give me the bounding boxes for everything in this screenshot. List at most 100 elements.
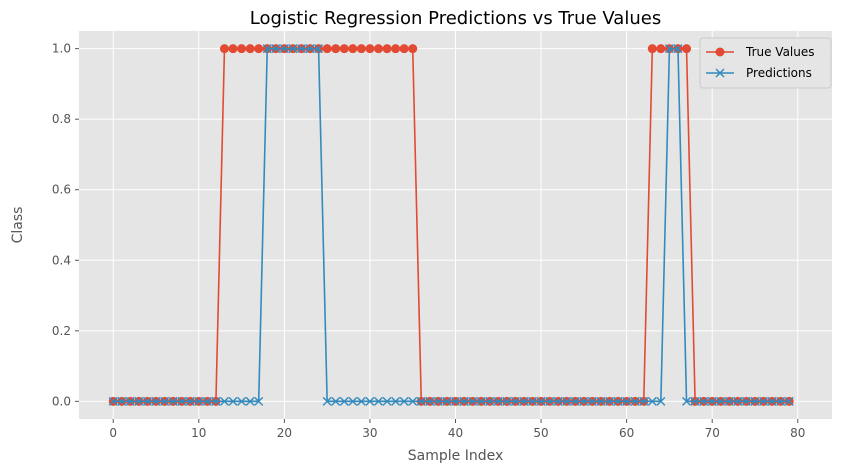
data-point xyxy=(707,396,717,406)
data-point xyxy=(331,44,341,54)
data-point xyxy=(373,44,383,54)
data-point xyxy=(759,396,769,406)
data-point xyxy=(322,44,332,54)
data-point xyxy=(228,44,238,54)
data-point xyxy=(553,396,563,406)
data-point xyxy=(356,396,366,406)
data-point xyxy=(459,396,469,406)
data-point xyxy=(716,396,726,406)
data-point xyxy=(288,44,298,54)
legend-pred-marker xyxy=(715,68,725,78)
data-point xyxy=(493,396,503,406)
data-point xyxy=(750,396,760,406)
data-point xyxy=(682,44,692,54)
data-point xyxy=(391,44,401,54)
data-point xyxy=(433,396,443,406)
data-point xyxy=(305,44,315,54)
data-point xyxy=(776,396,786,406)
data-point xyxy=(151,396,161,406)
y-tick-label: 0.2 xyxy=(52,324,71,338)
data-point xyxy=(382,396,392,406)
data-point xyxy=(237,396,247,406)
data-point xyxy=(373,396,383,406)
data-point xyxy=(237,44,247,54)
data-point xyxy=(125,396,135,406)
data-point xyxy=(605,396,615,406)
data-point xyxy=(211,396,221,406)
data-point xyxy=(587,396,597,406)
data-point xyxy=(485,396,495,406)
data-point xyxy=(647,44,657,54)
series-layer xyxy=(108,44,794,406)
data-point xyxy=(134,396,144,406)
x-tick-label: 70 xyxy=(705,426,720,440)
data-point xyxy=(579,396,589,406)
x-tick-label: 20 xyxy=(277,426,292,440)
data-point xyxy=(536,396,546,406)
data-point xyxy=(699,396,709,406)
x-axis-title: Sample Index xyxy=(408,448,503,464)
data-point xyxy=(784,396,794,406)
data-point xyxy=(245,396,255,406)
data-point xyxy=(322,396,332,406)
data-point xyxy=(408,44,418,54)
y-tick-label: 0.4 xyxy=(52,253,71,267)
data-point xyxy=(399,396,409,406)
x-tick-label: 40 xyxy=(448,426,463,440)
data-point xyxy=(185,396,195,406)
x-tick-label: 10 xyxy=(191,426,206,440)
data-point xyxy=(468,396,478,406)
data-point xyxy=(177,396,187,406)
data-point xyxy=(168,396,178,406)
data-point xyxy=(673,44,683,54)
data-point xyxy=(630,396,640,406)
x-tick-label: 60 xyxy=(619,426,634,440)
data-point xyxy=(741,396,751,406)
y-tick-label: 0.6 xyxy=(52,183,71,197)
data-point xyxy=(314,44,324,54)
data-point xyxy=(733,396,743,406)
y-tick-label: 0.0 xyxy=(52,394,71,408)
y-axis-title: Class xyxy=(10,207,26,244)
ticks: 0 10 20 30 40 50 60 70 80 0.0 0.2 0.4 0.6 0.8 1.0 xyxy=(52,42,806,440)
data-point xyxy=(117,396,127,406)
y-tick-label: 1.0 xyxy=(52,42,71,56)
data-point xyxy=(682,396,692,406)
data-point xyxy=(528,396,538,406)
data-point xyxy=(245,44,255,54)
series-line xyxy=(113,47,790,403)
data-point xyxy=(339,396,349,406)
data-point xyxy=(622,396,632,406)
data-point xyxy=(391,396,401,406)
data-point xyxy=(510,396,520,406)
data-point xyxy=(219,396,229,406)
x-tick-label: 0 xyxy=(109,426,117,440)
x-tick-label: 50 xyxy=(533,426,548,440)
data-point xyxy=(656,44,666,54)
data-point xyxy=(690,396,700,406)
data-point xyxy=(194,396,204,406)
x-tick-label: 30 xyxy=(362,426,377,440)
data-point xyxy=(296,44,306,54)
legend-true-marker xyxy=(715,47,725,57)
data-point xyxy=(656,396,666,406)
legend-box xyxy=(699,37,832,89)
data-point xyxy=(442,396,452,406)
data-point xyxy=(142,396,152,406)
data-point xyxy=(451,396,460,406)
legend-label-true-values: True Values xyxy=(745,45,815,59)
data-point xyxy=(356,44,366,54)
legend-label-predictions: Predictions xyxy=(746,66,812,80)
chart-title: Logistic Regression Predictions vs True … xyxy=(250,8,661,29)
data-point xyxy=(331,396,341,406)
data-point xyxy=(348,44,358,54)
data-point xyxy=(262,44,272,54)
data-point xyxy=(108,396,118,406)
y-tick-label: 0.8 xyxy=(52,112,71,126)
data-point xyxy=(767,396,777,406)
data-point xyxy=(570,396,580,406)
data-point xyxy=(562,396,572,406)
data-point xyxy=(596,396,606,406)
data-point xyxy=(408,396,418,406)
data-point xyxy=(399,44,409,54)
